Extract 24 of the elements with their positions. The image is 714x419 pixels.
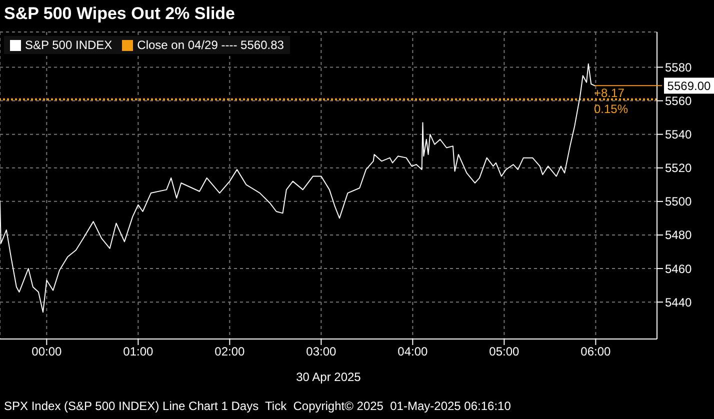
y-tick-label: 5560 bbox=[665, 94, 692, 108]
x-tick-label: 06:00 bbox=[580, 344, 612, 359]
y-tick-label: 5440 bbox=[665, 295, 692, 310]
chart-title: S&P 500 Wipes Out 2% Slide bbox=[4, 4, 236, 24]
annotation: 0.15% bbox=[594, 102, 628, 116]
y-tick-label: 5460 bbox=[665, 262, 692, 276]
x-tick-label: 05:00 bbox=[489, 344, 520, 359]
x-tick-label: 01:00 bbox=[123, 344, 154, 359]
legend-label: Close on 04/29 ---- 5560.83 bbox=[137, 38, 284, 52]
x-tick-label: 03:00 bbox=[306, 344, 337, 359]
y-tick-label: 5480 bbox=[665, 228, 692, 242]
y-tick-label: 5500 bbox=[665, 194, 692, 209]
text: SPX Index (S&P 500 INDEX) Line Chart 1 Days Tick Copyright© 2025 01-May-2025 06:16:10 bbox=[4, 399, 511, 413]
y-tick-label: 5580 bbox=[665, 60, 692, 74]
annotation: 5569.00 bbox=[667, 79, 712, 94]
x-axis-title: 30 Apr 2025 bbox=[296, 370, 362, 384]
x-tick-label: 04:00 bbox=[398, 344, 428, 359]
annotation: +8.17 bbox=[594, 86, 624, 100]
y-tick-label: 5520 bbox=[665, 161, 692, 176]
y-tick-label: 5540 bbox=[665, 128, 692, 142]
legend-label: S&P 500 INDEX bbox=[25, 38, 112, 52]
line-series bbox=[0, 63, 596, 313]
x-tick-label: 00:00 bbox=[32, 344, 62, 359]
x-tick-label: 02:00 bbox=[214, 344, 246, 359]
